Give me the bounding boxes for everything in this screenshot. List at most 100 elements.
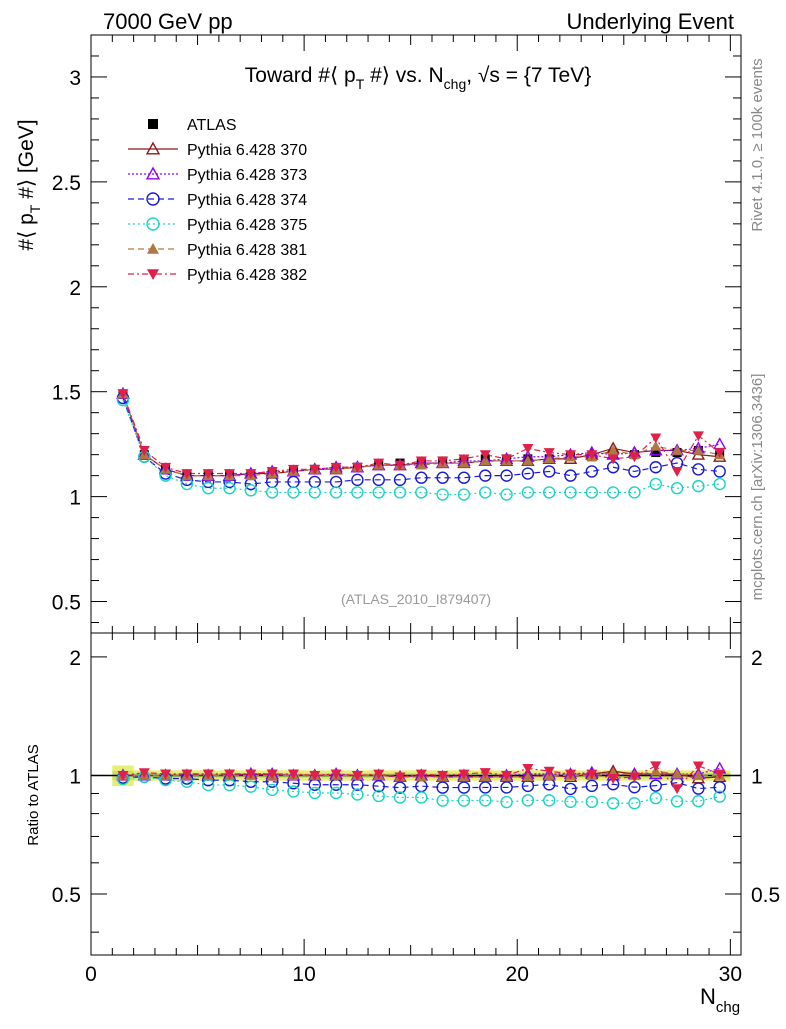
series-point (607, 444, 619, 455)
ratio-point (649, 779, 662, 792)
ratio-point (543, 766, 555, 777)
series-point (692, 463, 705, 476)
legend-label: Pythia 6.428 373 (187, 167, 307, 184)
series-point (202, 482, 215, 495)
series-point (224, 469, 236, 480)
series-point (244, 484, 258, 497)
series-point (436, 488, 449, 501)
x-tick-label: 20 (506, 963, 529, 986)
series-point (692, 431, 704, 442)
series-line (122, 393, 720, 477)
ratio-point (692, 782, 705, 795)
legend-marker (145, 141, 161, 155)
series-point (329, 486, 343, 499)
series-point (586, 450, 598, 461)
series-point (437, 456, 449, 467)
y-tick-label: 3 (69, 67, 81, 90)
series-point (372, 486, 385, 499)
series-point (543, 453, 555, 464)
series-point (287, 464, 299, 475)
series-point (202, 469, 214, 480)
series-point (394, 460, 406, 471)
ratio-point (436, 781, 449, 794)
series-point (650, 433, 662, 444)
ratio-point (372, 789, 385, 803)
series-point (117, 389, 129, 400)
ratio-point (351, 788, 364, 801)
series-point (649, 461, 662, 474)
series-point (649, 477, 662, 491)
ratio-point (457, 781, 471, 794)
ratio-point (692, 761, 704, 772)
series-point (543, 448, 555, 459)
series-point (692, 444, 704, 455)
ratio-point (714, 769, 726, 780)
ratio-point (521, 794, 535, 807)
legend-marker (147, 243, 159, 254)
legend-label-atlas: ATLAS (187, 117, 237, 134)
series-point (308, 486, 321, 499)
series-point (330, 462, 342, 473)
ratio-point (457, 794, 471, 807)
series-point (500, 469, 513, 482)
series-point (373, 458, 385, 469)
ratio-point (585, 795, 599, 809)
series-point (713, 465, 726, 478)
ratio-point (650, 761, 662, 772)
ratio-point (373, 769, 385, 780)
chart-title: Toward #⟨ pT #⟩ vs. Nchg, √s = {7 TeV} (245, 64, 591, 92)
legend-label: Pythia 6.428 370 (187, 142, 307, 159)
ratio-point (330, 769, 342, 780)
ratio-point (117, 771, 129, 781)
ratio-point (671, 768, 683, 779)
series-point (628, 465, 641, 478)
series-point (160, 462, 172, 473)
series-point (521, 486, 535, 499)
ratio-tick-label: 1 (69, 765, 81, 788)
series-point (415, 456, 427, 467)
ratio-point (436, 794, 449, 807)
ratio-series-line (122, 776, 720, 804)
ratio-point (309, 771, 321, 781)
series-point (138, 446, 150, 456)
x-tick-label: 30 (719, 963, 742, 986)
series-line (122, 399, 720, 496)
ratio-point (458, 769, 470, 780)
series-point (670, 482, 684, 495)
series-point (585, 486, 599, 499)
header-left: 7000 GeV pp (103, 9, 233, 34)
series-point (565, 450, 577, 461)
ratio-point (329, 786, 343, 800)
series-point (181, 469, 193, 480)
ratio-y-axis-label: Ratio to ATLAS (25, 744, 42, 845)
legend-marker-atlas (148, 119, 158, 129)
ratio-point (160, 769, 172, 780)
ratio-point (415, 791, 428, 804)
y-tick-label: 1.5 (52, 382, 81, 405)
legend-label: Pythia 6.428 382 (187, 267, 307, 284)
series-point (309, 464, 321, 475)
ratio-point (628, 797, 641, 810)
series-point (458, 454, 470, 465)
mcplots-label: mcplots.cern.ch [arXiv:1306.3436] (749, 374, 766, 601)
ratio-tick-label: 0.5 (52, 884, 81, 907)
ratio-point (351, 771, 363, 781)
ratio-point (501, 771, 513, 781)
legend-marker (147, 269, 159, 280)
ratio-point (586, 769, 598, 780)
ratio-point (713, 790, 726, 803)
ratio-point (202, 769, 214, 780)
ratio-point (564, 795, 577, 809)
x-axis-label: Nchg (700, 984, 740, 1016)
series-point (479, 455, 491, 466)
ratio-tick-label: 0.5 (751, 884, 780, 907)
ratio-point (266, 769, 278, 780)
series-point (671, 467, 683, 477)
ratio-point (479, 781, 492, 794)
ratio-tick-label: 1 (751, 765, 763, 788)
ratio-point (479, 794, 492, 807)
series-point (393, 473, 407, 487)
ratio-point (692, 794, 705, 808)
ratio-point (607, 773, 619, 784)
